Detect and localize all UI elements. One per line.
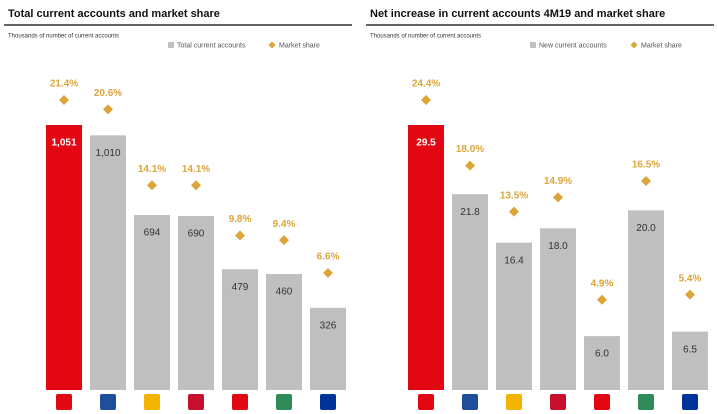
bank-logo bbox=[594, 394, 610, 410]
share-marker bbox=[509, 206, 519, 217]
share-label: 9.8% bbox=[229, 214, 252, 225]
share-label: 9.4% bbox=[273, 219, 296, 230]
share-marker bbox=[147, 180, 157, 191]
share-marker bbox=[465, 160, 475, 171]
share-marker bbox=[553, 192, 563, 203]
bar-label: 1,010 bbox=[95, 148, 120, 159]
bar-label: 326 bbox=[320, 320, 337, 331]
legend-label: Market share bbox=[641, 42, 682, 49]
share-marker bbox=[279, 235, 289, 246]
share-marker bbox=[191, 180, 201, 191]
bar bbox=[134, 215, 170, 390]
bank-logo bbox=[682, 394, 698, 410]
subtitle: Thousands of number of current accounts bbox=[8, 34, 119, 40]
bar bbox=[584, 336, 620, 390]
share-marker bbox=[641, 175, 651, 186]
bar-label: 6.5 bbox=[683, 344, 697, 355]
share-label: 20.6% bbox=[94, 88, 122, 99]
bar bbox=[408, 125, 444, 390]
bar bbox=[178, 216, 214, 390]
bar bbox=[672, 331, 708, 390]
share-label: 6.6% bbox=[317, 252, 340, 263]
share-label: 24.4% bbox=[412, 79, 440, 90]
bar-label: 18.0 bbox=[548, 241, 568, 252]
bank-logo bbox=[100, 394, 116, 410]
bar-label: 694 bbox=[144, 228, 161, 239]
share-marker bbox=[597, 294, 607, 305]
share-label: 13.5% bbox=[500, 190, 528, 201]
legend-swatch bbox=[268, 41, 276, 49]
bar bbox=[46, 125, 82, 390]
bank-logo bbox=[320, 394, 336, 410]
bar-label: 479 bbox=[232, 282, 249, 293]
bar-label: 1,051 bbox=[51, 138, 76, 149]
bank-logo bbox=[144, 394, 160, 410]
legend-label: Market share bbox=[279, 42, 320, 49]
share-label: 16.5% bbox=[632, 160, 660, 171]
bank-logo bbox=[188, 394, 204, 410]
share-label: 14.9% bbox=[544, 176, 572, 187]
bank-logo bbox=[638, 394, 654, 410]
share-label: 4.9% bbox=[591, 278, 614, 289]
bar-label: 20.0 bbox=[636, 223, 656, 234]
bar-label: 690 bbox=[188, 229, 205, 240]
bank-logo bbox=[506, 394, 522, 410]
chart-title: Total current accounts and market share bbox=[8, 8, 220, 20]
legend-label: Total current accounts bbox=[177, 42, 246, 49]
bar bbox=[90, 135, 126, 390]
bar bbox=[496, 242, 532, 390]
bank-logo bbox=[56, 394, 72, 410]
bar bbox=[628, 210, 664, 390]
legend-label: New current accounts bbox=[539, 42, 607, 49]
bar bbox=[266, 274, 302, 390]
share-marker bbox=[103, 104, 113, 115]
legend-swatch bbox=[530, 42, 536, 48]
share-label: 14.1% bbox=[138, 164, 166, 175]
bank-logo bbox=[418, 394, 434, 410]
bank-logo bbox=[550, 394, 566, 410]
share-label: 18.0% bbox=[456, 144, 484, 155]
share-marker bbox=[235, 230, 245, 241]
subtitle: Thousands of number of current accounts bbox=[370, 34, 481, 40]
chart-title: Net increase in current accounts 4M19 an… bbox=[370, 8, 665, 20]
bar-label: 6.0 bbox=[595, 349, 609, 360]
bar-label: 460 bbox=[276, 287, 293, 298]
share-marker bbox=[323, 267, 333, 278]
share-label: 5.4% bbox=[679, 273, 702, 284]
bank-logo bbox=[276, 394, 292, 410]
share-marker bbox=[59, 95, 69, 105]
bank-logo bbox=[462, 394, 478, 410]
bar-label: 16.4 bbox=[504, 255, 524, 266]
legend-swatch bbox=[168, 42, 174, 48]
share-label: 21.4% bbox=[50, 79, 78, 90]
bar bbox=[540, 228, 576, 390]
legend-swatch bbox=[630, 41, 638, 49]
bar bbox=[452, 194, 488, 390]
bank-logo bbox=[232, 394, 248, 410]
bar bbox=[310, 307, 346, 390]
share-label: 14.1% bbox=[182, 164, 210, 175]
bar-label: 21.8 bbox=[460, 207, 480, 218]
bar bbox=[222, 269, 258, 390]
share-marker bbox=[685, 289, 695, 300]
bar-label: 29.5 bbox=[416, 138, 436, 149]
share-marker bbox=[421, 95, 431, 105]
